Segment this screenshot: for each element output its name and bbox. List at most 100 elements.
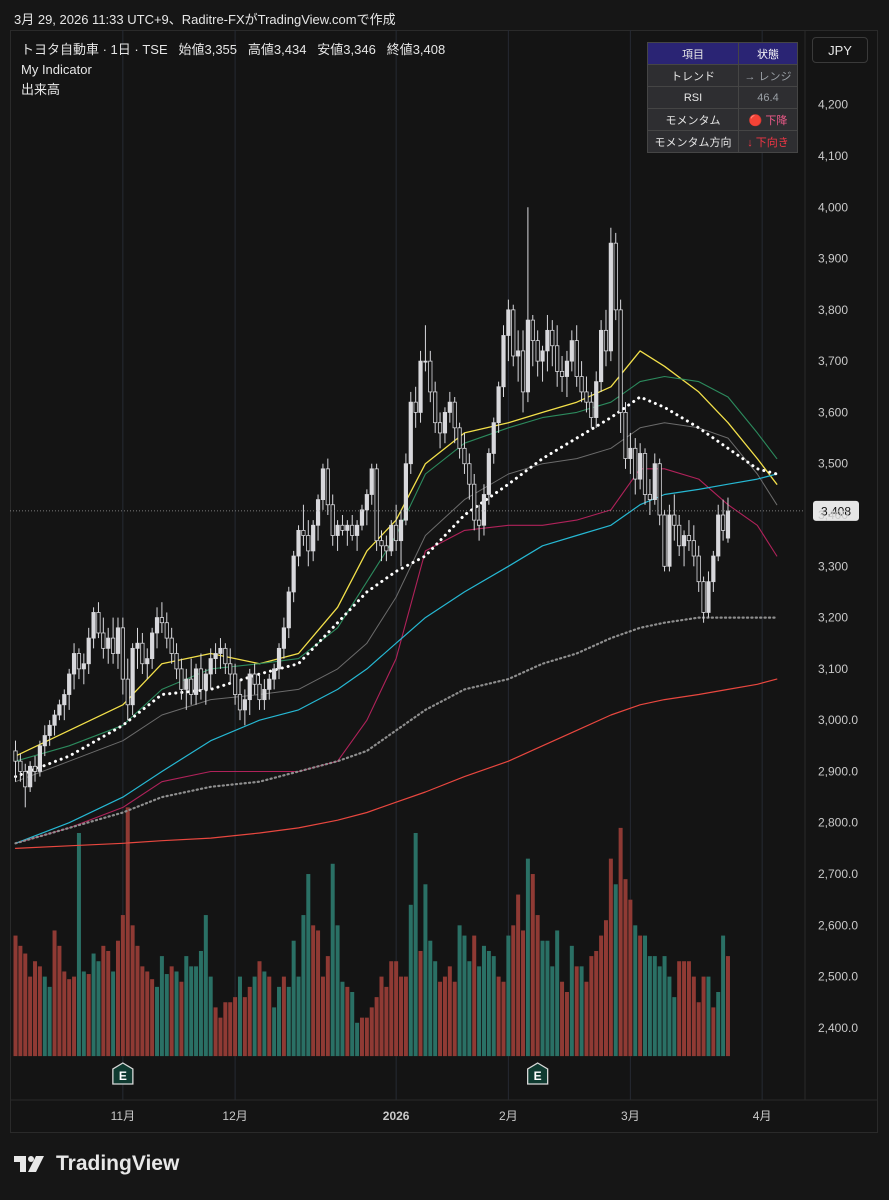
earnings-marker-icon xyxy=(112,1062,134,1085)
candle-body xyxy=(350,524,355,536)
last-price-badge xyxy=(813,500,859,521)
candle-body xyxy=(628,447,633,459)
volume-bar xyxy=(86,974,91,1057)
volume-bar xyxy=(272,1007,277,1057)
y-tick-label: 2,800.0 xyxy=(818,816,858,830)
y-tick-label: 3,200 xyxy=(818,611,848,625)
candle-body xyxy=(711,555,716,583)
status-row-trend: トレンド → レンジ xyxy=(647,64,798,87)
volume-bar xyxy=(67,979,72,1057)
legend-volume[interactable]: 出来高 xyxy=(21,82,61,97)
price-chart[interactable]: 3,4084,3004,2004,1004,0003,9003,8003,700… xyxy=(10,30,878,1133)
candle-body xyxy=(267,678,272,690)
candle-body xyxy=(506,309,511,336)
volume-bar xyxy=(62,971,67,1057)
candle-body xyxy=(86,637,91,665)
y-tick-label: 4,200 xyxy=(818,98,848,112)
tradingview-logo-icon xyxy=(14,1156,44,1172)
candle-body xyxy=(23,771,28,788)
candle-body xyxy=(47,724,52,736)
volume-bar xyxy=(277,986,282,1057)
status-row-momentum: モメンタム 🔴 下降 xyxy=(647,108,798,131)
candle-body xyxy=(315,499,321,526)
volume-bar xyxy=(472,935,477,1057)
volume-bar xyxy=(130,925,135,1057)
volume-bar xyxy=(311,925,316,1057)
status-state: 46.4 xyxy=(738,86,798,109)
volume-bar xyxy=(228,1002,233,1057)
candle-body xyxy=(599,329,604,383)
volume-bar xyxy=(667,976,672,1057)
volume-bar xyxy=(364,1017,369,1057)
candle-body xyxy=(130,647,135,706)
volume-bar xyxy=(72,976,77,1057)
candle-body xyxy=(652,463,657,501)
candle-body xyxy=(359,509,365,526)
legend-low-value: 3,346 xyxy=(343,42,376,57)
volume-bar xyxy=(208,976,213,1057)
status-item: モメンタム xyxy=(647,108,739,131)
candle-body xyxy=(437,422,443,434)
volume-bar xyxy=(603,920,608,1057)
legend-indicator[interactable]: My Indicator xyxy=(21,62,92,77)
candle-body xyxy=(516,350,521,357)
tradingview-brand[interactable]: TradingView xyxy=(14,1152,179,1176)
volume-bar xyxy=(125,807,130,1057)
volume-bar xyxy=(467,961,472,1057)
volume-bar xyxy=(633,925,638,1057)
x-tick-label: 3月 xyxy=(621,1109,640,1123)
candle-body xyxy=(618,309,623,413)
candle-body xyxy=(716,514,721,557)
candle-body xyxy=(242,699,247,711)
volume-bar xyxy=(257,961,262,1057)
candle-body xyxy=(91,612,96,639)
candle-body xyxy=(247,673,252,701)
y-tick-label: 3,100 xyxy=(818,662,848,676)
legend-ohlc-row[interactable]: トヨタ自動車 · 1日 · TSE 始値3,355 高値3,434 安値3,34… xyxy=(21,40,445,60)
volume-bar xyxy=(301,915,306,1057)
volume-bar xyxy=(33,961,38,1057)
candle-body xyxy=(262,688,267,701)
volume-bar xyxy=(57,945,62,1057)
candle-body xyxy=(76,653,82,670)
candle-body xyxy=(706,581,711,613)
candle-body xyxy=(213,653,218,660)
series-line-ma-dotted-white xyxy=(14,395,779,779)
candle-body xyxy=(369,468,374,495)
candle-body xyxy=(657,463,662,516)
candle-body xyxy=(252,673,257,685)
candle-body xyxy=(57,704,62,716)
candle-body xyxy=(96,612,101,634)
volume-bar xyxy=(594,950,599,1057)
volume-bar xyxy=(37,966,42,1057)
status-state: → レンジ xyxy=(738,64,798,87)
candle-body xyxy=(725,510,731,539)
currency-button[interactable]: JPY xyxy=(812,37,868,63)
volume-bar xyxy=(496,976,501,1057)
candle-body xyxy=(345,524,350,531)
candle-body xyxy=(81,663,86,670)
volume-bar xyxy=(418,950,423,1057)
volume-bar xyxy=(433,961,438,1057)
candle-body xyxy=(135,642,140,649)
status-state: 🔴 下降 xyxy=(738,108,798,131)
candle-body xyxy=(452,401,457,429)
volume-bar xyxy=(457,925,462,1057)
volume-bar xyxy=(691,976,696,1057)
candle-body xyxy=(184,678,189,690)
volume-bar xyxy=(511,925,516,1057)
candle-body xyxy=(384,545,389,552)
candle-body xyxy=(442,412,448,434)
x-tick-label: 4月 xyxy=(753,1109,772,1123)
volume-bar xyxy=(711,1007,716,1057)
candle-body xyxy=(535,340,540,362)
candle-body xyxy=(462,447,467,465)
volume-bar xyxy=(579,966,584,1057)
candle-body xyxy=(681,535,687,547)
candle-body xyxy=(569,340,574,362)
candle-body xyxy=(169,637,174,654)
y-tick-label: 2,700.0 xyxy=(818,867,858,881)
volume-bar xyxy=(81,971,86,1057)
candle-body xyxy=(608,242,613,352)
candle-body xyxy=(37,745,43,772)
